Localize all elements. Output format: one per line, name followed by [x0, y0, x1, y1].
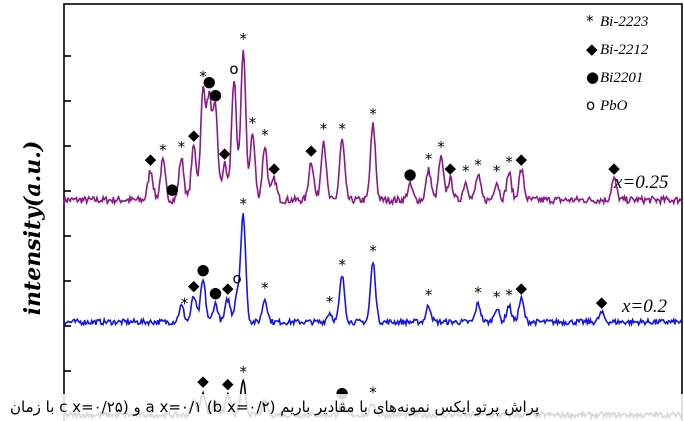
peak-marker: * [159, 141, 167, 159]
legend-symbol: * [586, 12, 594, 30]
legend-item: * Bi-2223 [586, 12, 648, 30]
peak-marker: * [369, 242, 377, 260]
peak-marker: * [239, 30, 247, 48]
peak-marker: * [493, 162, 501, 180]
series-label-x02: x=0.2 [621, 296, 668, 317]
peak-marker: * [474, 156, 482, 174]
y-axis-ticks [64, 55, 71, 372]
plot-frame [63, 3, 683, 421]
legend-label: Bi-2212 [600, 42, 649, 58]
peak-marker: ● [203, 72, 216, 90]
peak-marker: ● [209, 86, 222, 104]
peak-marker: * [178, 138, 186, 156]
legend-symbol: o [586, 96, 595, 114]
peak-marker: ◆ [268, 159, 280, 177]
series-label-x025: x=0.25 [613, 172, 669, 193]
peak-marker: * [239, 195, 247, 213]
peak-marker: * [261, 126, 269, 144]
peak-marker: * [249, 114, 257, 132]
peak-marker: * [369, 384, 377, 402]
peak-marker: ● [197, 261, 210, 279]
peak-marker: * [320, 120, 328, 138]
legend-symbol: ◆ [586, 40, 598, 58]
peak-marker: * [437, 138, 445, 156]
legend-item: o PbO [586, 96, 628, 114]
figure-caption: پراش پرتو ایکس نمونه‌های با مقادیر باریم… [0, 394, 684, 421]
peak-marker: ● [209, 284, 222, 302]
peak-marker: * [505, 153, 513, 171]
legend-label: Bi2201 [600, 70, 643, 86]
peak-marker: * [338, 256, 346, 274]
legend-symbol: ● [586, 68, 599, 86]
peak-marker: * [239, 363, 247, 381]
series-line-0 [63, 49, 683, 207]
peak-marker: * [462, 162, 470, 180]
peak-marker: * [181, 295, 189, 313]
peak-marker: ◆ [516, 279, 528, 297]
peak-marker: * [326, 293, 334, 311]
peak-marker: ● [404, 165, 417, 183]
peak-marker: ● [166, 180, 179, 198]
legend-label: PbO [599, 98, 628, 114]
peak-marker: ◆ [219, 144, 231, 162]
legend-item: ◆ Bi-2212 [586, 40, 649, 58]
peak-marker: * [199, 68, 207, 86]
peak-marker: * [505, 286, 513, 304]
peak-marker: ◆ [222, 374, 234, 392]
legend-item: ● Bi2201 [586, 68, 643, 86]
series-labels: x=0.25 x=0.2 [613, 172, 669, 317]
peak-marker: * [425, 150, 433, 168]
peak-marker: * [425, 286, 433, 304]
peak-marker: o [232, 270, 241, 288]
peak-marker: * [493, 288, 501, 306]
peak-marker: ◆ [222, 279, 234, 297]
peak-marker: ◆ [608, 159, 620, 177]
peak-marker: ◆ [188, 277, 200, 295]
y-axis-label: intensity(a.u.) [20, 141, 46, 316]
peak-marker: * [261, 279, 269, 297]
series-line-1 [63, 213, 683, 328]
peak-marker: ◆ [197, 372, 209, 390]
peak-marker: o [229, 60, 238, 78]
peak-marker: ◆ [305, 141, 317, 159]
peak-marker: ◆ [596, 293, 608, 311]
peak-marker: ◆ [145, 150, 157, 168]
peak-markers: ◆ *●*◆*●●◆o***◆◆* **●**◆ * * ** ◆◆*◆●● ◆o******… [145, 30, 621, 402]
peak-marker: ◆ [444, 159, 456, 177]
peak-marker: * [338, 120, 346, 138]
peak-marker: ◆ [188, 126, 200, 144]
peak-marker: * [369, 105, 377, 123]
peak-marker: * [474, 284, 482, 302]
peak-marker: ◆ [516, 150, 528, 168]
legend-label: Bi-2223 [600, 14, 648, 30]
